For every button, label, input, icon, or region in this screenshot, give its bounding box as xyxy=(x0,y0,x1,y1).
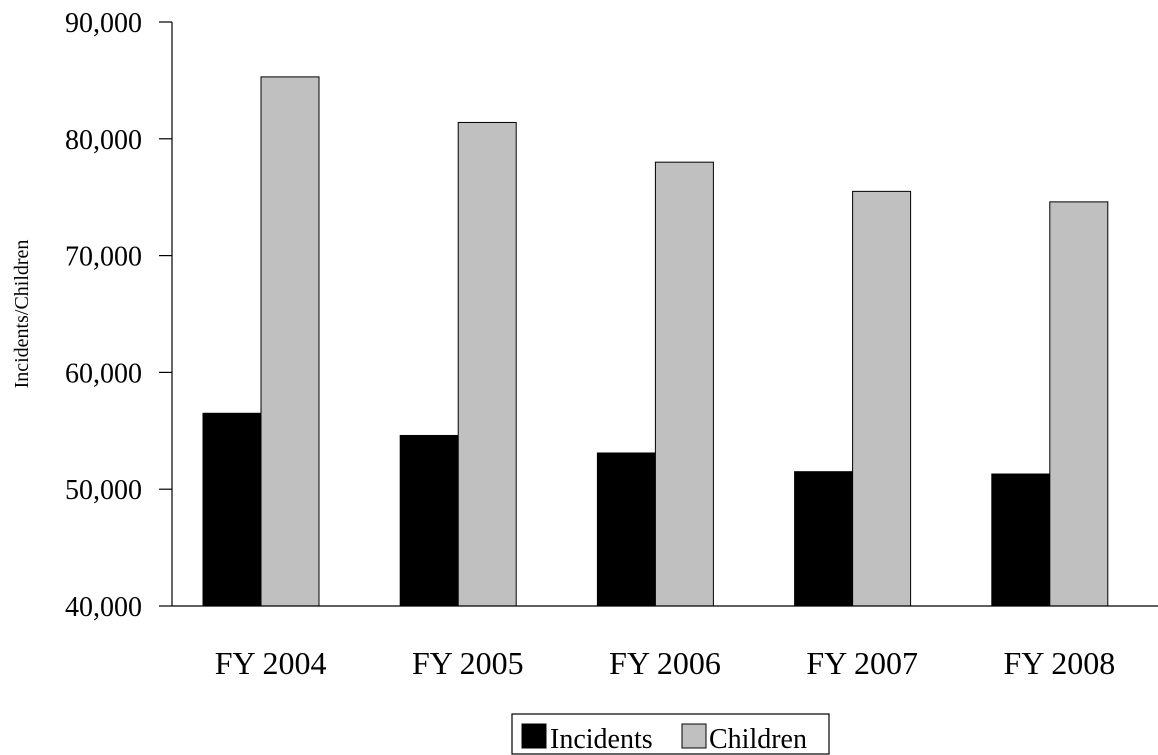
legend-swatch-incidents xyxy=(521,723,547,749)
x-tick-label: FY 2005 xyxy=(412,645,524,681)
bar-children-fy-2004 xyxy=(260,76,320,607)
x-tick-label: FY 2004 xyxy=(215,645,327,681)
bar-children-fy-2007 xyxy=(852,190,912,607)
bar-children-fy-2006 xyxy=(654,161,714,607)
x-axis: FY 2004 FY 2005 FY 2006 FY 2007 FY 2008 xyxy=(172,605,1158,681)
bar-incidents-fy-2006 xyxy=(596,452,656,607)
y-tick-label: 70,000 xyxy=(65,242,142,273)
y-tick-label: 80,000 xyxy=(65,125,142,156)
x-tick-label: FY 2006 xyxy=(609,645,721,681)
legend-label-incidents: Incidents xyxy=(550,724,653,755)
legend: Incidents Children xyxy=(511,713,830,755)
y-tick-label: 50,000 xyxy=(65,475,142,506)
legend-swatch-children xyxy=(681,723,707,749)
legend-box xyxy=(511,713,830,755)
y-tick-label: 60,000 xyxy=(65,358,142,389)
x-tick-label: FY 2007 xyxy=(806,645,918,681)
bar-incidents-fy-2007 xyxy=(794,471,854,607)
bars-group xyxy=(202,76,1109,607)
bar-incidents-fy-2004 xyxy=(202,412,262,607)
bar-children-fy-2008 xyxy=(1049,201,1109,607)
y-axis: 40,000 50,000 60,000 70,000 80,000 90,000 xyxy=(65,8,173,623)
x-tick-label: FY 2008 xyxy=(1004,645,1116,681)
y-tick-label: 90,000 xyxy=(65,8,142,39)
legend-label-children: Children xyxy=(709,724,807,755)
y-axis-title: Incidents/Children xyxy=(11,240,33,389)
bar-incidents-fy-2008 xyxy=(991,473,1051,607)
bar-incidents-fy-2005 xyxy=(399,434,459,607)
y-tick-label: 40,000 xyxy=(65,592,142,623)
bar-children-fy-2005 xyxy=(457,121,517,607)
